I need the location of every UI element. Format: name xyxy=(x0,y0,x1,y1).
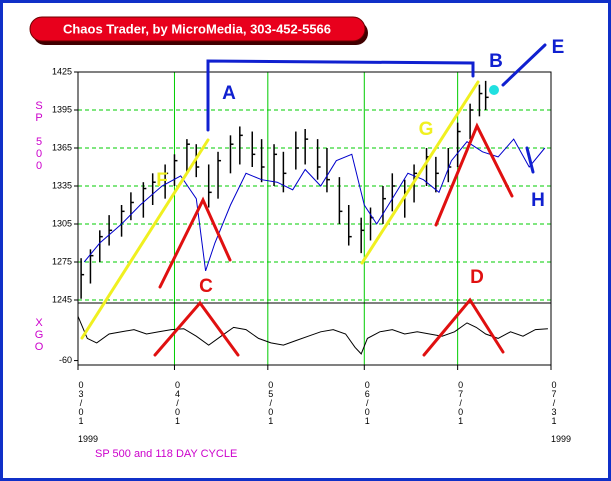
year-label: 1999 xyxy=(551,434,572,444)
line-h xyxy=(525,146,535,174)
annotation: H xyxy=(531,190,545,211)
bracket-a xyxy=(206,59,475,132)
y-tick-label: -60 xyxy=(59,355,72,365)
banner xyxy=(29,16,366,42)
x-tick-label: 06/01 xyxy=(362,380,373,425)
line xyxy=(77,316,548,355)
x-tick-label: 07/31 xyxy=(549,380,559,425)
plot-frame xyxy=(77,71,552,366)
y-tick-label: 1275 xyxy=(52,256,72,266)
annotation-drawings xyxy=(80,43,547,357)
cycle-c-lower xyxy=(153,300,240,357)
annotation: A xyxy=(222,83,236,104)
y-axis-label: SP 500 xyxy=(33,100,45,172)
caption: SP 500 and 118 DAY CYCLE xyxy=(95,448,238,460)
x-tick-label: 04/01 xyxy=(172,380,183,425)
x-tick-label: 03/01 xyxy=(76,380,86,425)
line-g xyxy=(360,80,480,265)
y-tick-label: 1365 xyxy=(52,142,72,152)
cycle-d-upper xyxy=(434,122,514,227)
line-e xyxy=(501,43,547,87)
x-tick-label: 05/01 xyxy=(265,380,276,425)
y-tick-label: 1305 xyxy=(52,218,72,228)
annotation: D xyxy=(470,267,484,288)
y-tick-label: 1395 xyxy=(52,104,72,114)
y-tick-label: 1335 xyxy=(52,180,72,190)
plot: 1245 1275 1305 1335 1365 1395 1425 -60 xyxy=(52,66,552,370)
x-tick-label: 07/01 xyxy=(455,380,466,425)
annotation: B xyxy=(489,51,503,72)
cycle-c-upper xyxy=(158,196,232,289)
chart-title: Chaos Trader, by MicroMedia, 303-452-556… xyxy=(63,21,331,36)
annotation: F xyxy=(156,170,168,191)
year-label: 1999 xyxy=(78,434,99,444)
cycle-d-lower xyxy=(422,297,505,357)
line-f xyxy=(80,138,210,340)
annotation: C xyxy=(199,276,213,297)
y-axis-label: XGO xyxy=(33,317,45,353)
y-tick-label: 1245 xyxy=(52,294,72,304)
annotation: G xyxy=(419,119,434,140)
line xyxy=(83,138,546,272)
annotation: E xyxy=(552,37,565,58)
point-b xyxy=(489,85,499,95)
y-tick-label: 1425 xyxy=(52,66,72,76)
